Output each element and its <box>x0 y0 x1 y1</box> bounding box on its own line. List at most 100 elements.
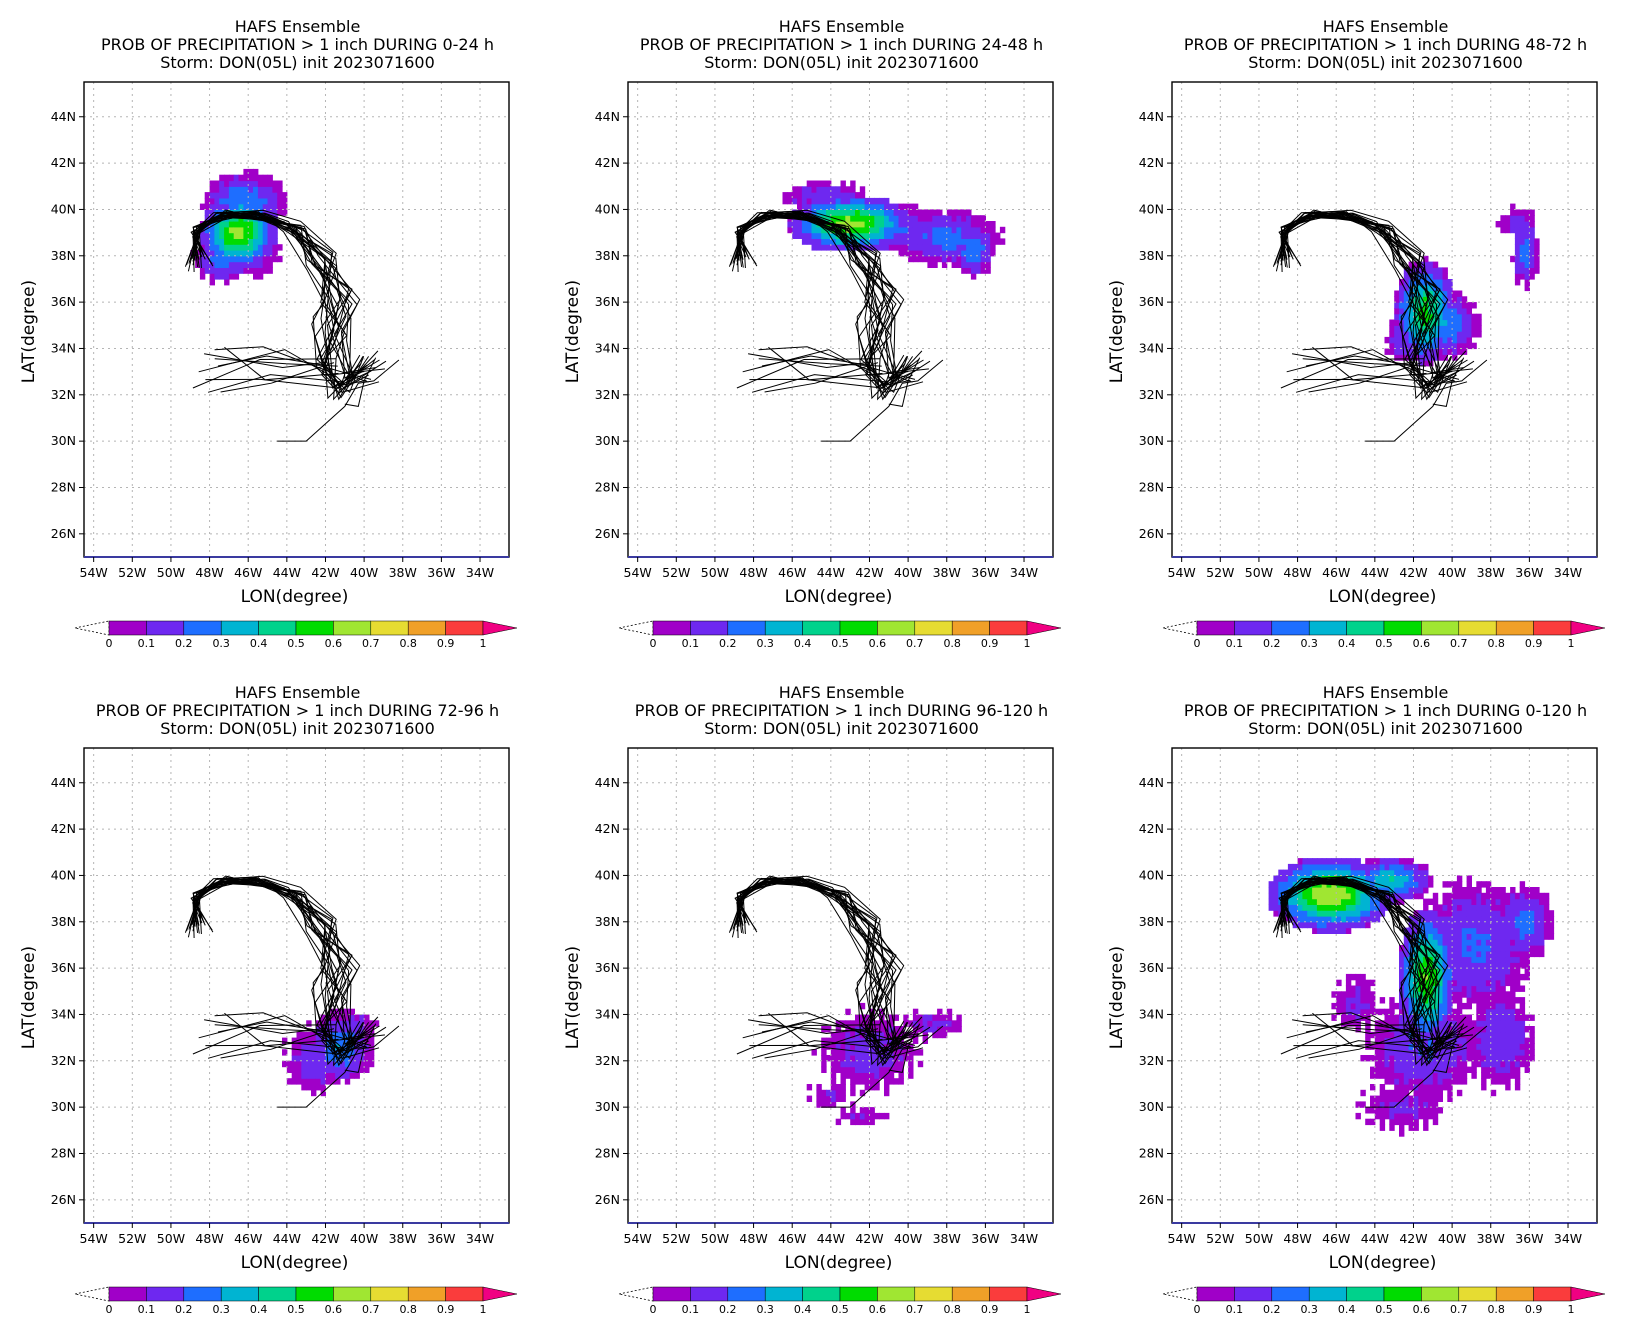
lat-tick-label: 44N <box>51 109 76 124</box>
colorbar-segment <box>989 620 1028 636</box>
colorbar-segment <box>1234 1286 1273 1302</box>
lon-tick-label: 36W <box>1515 1231 1543 1246</box>
colorbar-label: 0.6 <box>325 1303 343 1316</box>
lat-tick-label: 28N <box>595 1145 620 1160</box>
storm-track <box>1280 876 1460 1046</box>
lon-tick-label: 48W <box>739 1231 767 1246</box>
storm-track <box>1280 215 1453 394</box>
lat-tick-label: 28N <box>51 479 76 494</box>
lon-tick-label: 52W <box>1206 565 1234 580</box>
y-axis-label: LAT(degree) <box>19 280 39 383</box>
colorbar-label: 0.5 <box>831 1303 849 1316</box>
panel-title-line: Storm: DON(05L) init 2023071600 <box>160 719 435 738</box>
storm-track <box>192 214 363 377</box>
colorbar-label: 0.2 <box>719 637 737 650</box>
storm-track <box>736 876 916 1046</box>
lat-tick-label: 28N <box>51 1145 76 1160</box>
lat-tick-label: 42N <box>1139 155 1164 170</box>
lat-tick-label: 32N <box>51 387 76 402</box>
ensemble-tracks <box>1272 209 1488 442</box>
lon-tick-label: 48W <box>1283 1231 1311 1246</box>
lon-tick-label: 44W <box>817 1231 845 1246</box>
storm-track <box>198 349 327 374</box>
storm-track <box>761 355 872 367</box>
lat-tick-label: 40N <box>1139 867 1164 882</box>
lon-tick-label: 44W <box>817 565 845 580</box>
ensemble-tracks <box>1272 875 1488 1108</box>
storm-track <box>192 876 369 1056</box>
lon-tick-label: 54W <box>80 1231 108 1246</box>
lat-tick-label: 30N <box>1139 1099 1164 1114</box>
colorbar-label: 0.8 <box>1487 637 1505 650</box>
storm-track <box>1432 1023 1465 1073</box>
lon-tick-label: 42W <box>1399 565 1427 580</box>
lon-tick-label: 50W <box>157 1231 185 1246</box>
storm-track <box>204 353 327 369</box>
colorbar-label: 1 <box>480 637 487 650</box>
colorbar-segment <box>951 620 990 636</box>
ensemble-tracks <box>184 875 400 1108</box>
map-frame <box>1171 747 1598 1224</box>
lon-tick-label: 52W <box>118 565 146 580</box>
colorbar-label: 0.4 <box>250 637 268 650</box>
storm-track <box>1292 1019 1415 1035</box>
y-axis-label: LAT(degree) <box>1107 280 1127 383</box>
panel-title-line: Storm: DON(05L) init 2023071600 <box>160 53 435 72</box>
colorbar-segment <box>146 1286 185 1302</box>
map-frame <box>1171 81 1598 558</box>
y-axis-label: LAT(degree) <box>19 946 39 1049</box>
storm-track <box>768 1012 883 1047</box>
colorbar-segment <box>652 1286 691 1302</box>
lat-tick-label: 26N <box>51 526 76 541</box>
storm-track <box>1365 359 1488 442</box>
colorbar-label: 0.3 <box>756 637 774 650</box>
lat-tick-label: 30N <box>51 1099 76 1114</box>
lon-tick-label: 42W <box>855 1231 883 1246</box>
colorbar-label: 0.3 <box>756 1303 774 1316</box>
colorbar-label: 0 <box>1194 637 1201 650</box>
precip-probability-field <box>782 180 1006 280</box>
colorbar: 0 0.1 0.2 0.3 0.4 0.5 0.6 0.7 0.8 0.9 1 <box>74 1286 518 1316</box>
lon-tick-label: 34W <box>466 565 494 580</box>
colorbar-label: 0.4 <box>794 637 812 650</box>
colorbar-segment <box>914 620 953 636</box>
colorbar-segment <box>764 620 803 636</box>
lon-tick-label: 40W <box>1438 1231 1466 1246</box>
lat-tick-label: 42N <box>51 155 76 170</box>
colorbar: 0 0.1 0.2 0.3 0.4 0.5 0.6 0.7 0.8 0.9 1 <box>1162 620 1606 650</box>
lon-tick-label: 40W <box>894 1231 922 1246</box>
colorbar-segment <box>1234 620 1273 636</box>
lon-tick-label: 52W <box>662 1231 690 1246</box>
storm-track <box>220 1028 335 1059</box>
panel-title-line: PROB OF PRECIPITATION > 1 inch DURING 48… <box>1184 35 1587 54</box>
lon-tick-label: 42W <box>855 565 883 580</box>
lat-tick-label: 34N <box>595 1006 620 1021</box>
lon-tick-label: 38W <box>933 565 961 580</box>
x-axis-label: LON(degree) <box>1329 1253 1437 1273</box>
lon-tick-label: 50W <box>701 565 729 580</box>
colorbar-label: 0 <box>650 1303 657 1316</box>
colorbar-label: 0.1 <box>1226 1303 1244 1316</box>
storm-track <box>768 346 883 381</box>
colorbar-label: 1 <box>1024 1303 1031 1316</box>
colorbar-label: 0.4 <box>794 1303 812 1316</box>
colorbar-label: 0.2 <box>1263 1303 1281 1316</box>
colorbar-segment <box>1308 1286 1347 1302</box>
lat-tick-label: 38N <box>1139 248 1164 263</box>
storm-track <box>749 1044 881 1055</box>
lat-tick-label: 32N <box>1139 387 1164 402</box>
colorbar-segment <box>877 1286 916 1302</box>
colorbar-segment <box>1271 1286 1310 1302</box>
storm-track <box>217 1021 328 1033</box>
storm-track <box>736 876 913 1056</box>
lat-tick-label: 36N <box>1139 294 1164 309</box>
lat-tick-label: 26N <box>595 526 620 541</box>
colorbar-segment <box>1533 620 1572 636</box>
colorbar-label: 0.3 <box>1300 1303 1318 1316</box>
colorbar-segment <box>108 1286 147 1302</box>
colorbar-label: 0.8 <box>943 1303 961 1316</box>
storm-track <box>1280 880 1451 1043</box>
